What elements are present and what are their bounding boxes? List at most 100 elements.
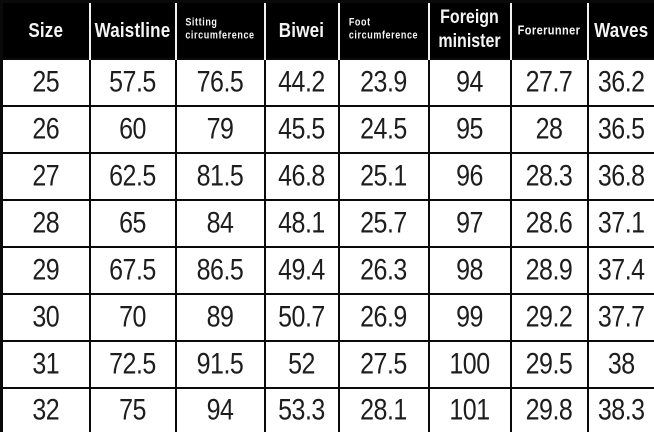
cell-value: 27.5 [360,346,407,381]
cell-value: 67.5 [109,252,156,287]
cell-value: 100 [449,346,490,381]
cell-value: 65 [119,205,146,240]
cell-waistline: 70 [88,292,177,342]
cell-value: 96 [456,158,483,193]
cell-value: 57.5 [109,64,156,99]
column-header-foot-circumference: Foot circumference [337,1,429,59]
cell-forerunner: 29.5 [509,339,589,389]
header-label: Biwei [279,18,324,44]
cell-forerunner: 28.3 [509,151,589,201]
cell-waistline: 65 [88,198,177,248]
header-label: Size [28,18,63,44]
cell-size: 32 [0,386,91,432]
table-row: 31 72.5 91.5 52 27.5 100 29.5 38 [0,339,654,389]
cell-value: 30 [32,299,60,334]
cell-waves: 37.7 [586,292,654,342]
header-line: Sitting [185,15,218,28]
cell-foot-circumference: 25.1 [337,151,430,201]
cell-waves: 37.4 [586,245,654,295]
column-header-waves: Waves [586,1,654,59]
cell-foreign-minister: 95 [427,104,512,154]
table-row: 29 67.5 86.5 49.4 26.3 98 28.9 37.4 [0,245,654,295]
cell-size: 26 [0,104,91,154]
table-row: 25 57.5 76.5 44.2 23.9 94 27.7 36.2 [0,57,654,107]
cell-value: 94 [456,64,483,99]
cell-value: 79 [206,111,234,146]
cell-foreign-minister: 97 [427,198,512,248]
cell-foreign-minister: 100 [427,339,512,389]
header-line: Waistline [94,18,171,42]
cell-foreign-minister: 99 [427,292,512,342]
cell-biwei: 46.8 [263,151,340,201]
cell-value: 70 [119,299,146,334]
cell-foot-circumference: 24.5 [337,104,430,154]
cell-waves: 37.1 [586,198,654,248]
column-header-forerunner: Forerunner [509,1,588,59]
cell-value: 36.5 [597,111,645,146]
cell-value: 46.8 [278,158,325,193]
cell-value: 95 [456,111,483,146]
cell-value: 24.5 [360,111,407,146]
cell-value: 38 [607,346,635,381]
table-row: 27 62.5 81.5 46.8 25.1 96 28.3 36.8 [0,151,654,201]
column-header-sitting-circumference: Sitting circumference [174,1,265,59]
cell-value: 37.7 [597,299,645,334]
cell-value: 86.5 [196,252,244,287]
cell-value: 101 [449,393,490,427]
cell-value: 29.2 [525,299,573,334]
cell-waves: 38.3 [586,386,654,432]
cell-foot-circumference: 26.3 [337,245,430,295]
cell-value: 26.9 [360,299,407,334]
header-label: Sitting circumference [185,16,254,43]
cell-foreign-minister: 96 [427,151,512,201]
cell-value: 37.4 [597,252,645,287]
cell-value: 50.7 [278,299,325,334]
cell-value: 84 [206,205,234,240]
cell-biwei: 52 [263,339,340,389]
cell-value: 32 [32,393,60,427]
cell-value: 28.3 [525,158,573,193]
cell-value: 94 [206,393,234,427]
cell-value: 98 [456,252,483,287]
cell-value: 28.6 [525,205,573,240]
header-line: Forerunner [517,23,581,39]
column-header-waistline: Waistline [88,1,176,59]
cell-waistline: 57.5 [88,57,177,107]
header-line: Size [28,18,64,42]
cell-forerunner: 29.8 [509,386,589,432]
cell-size: 27 [0,151,91,201]
header-line: minister [438,31,501,52]
cell-size: 30 [0,292,91,342]
cell-value: 28 [32,205,60,240]
header-row: Size Waistline Sitting circumference Biwei Fo… [1,1,654,59]
cell-forerunner: 28.6 [509,198,589,248]
cell-biwei: 53.3 [263,386,340,432]
cell-value: 23.9 [360,64,407,99]
cell-value: 45.5 [278,111,325,146]
cell-value: 26 [32,111,60,146]
cell-size: 28 [0,198,91,248]
cell-foreign-minister: 98 [427,245,512,295]
cell-value: 81.5 [196,158,244,193]
header-line: Foreign [440,7,499,28]
cell-waves: 38 [586,339,654,389]
cell-value: 44.2 [278,64,325,99]
table-header: Size Waistline Sitting circumference Biwei Fo… [1,1,654,59]
cell-value: 28.1 [360,393,407,427]
table-row: 30 70 89 50.7 26.9 99 29.2 37.7 [0,292,654,342]
cell-foot-circumference: 23.9 [337,57,430,107]
cell-biwei: 49.4 [263,245,340,295]
cell-value: 29.8 [525,393,573,427]
cell-foot-circumference: 28.1 [337,386,430,432]
header-label: Foreign minister [438,6,500,54]
cell-value: 52 [288,346,315,381]
cell-size: 25 [0,57,91,107]
cell-value: 28 [535,111,563,146]
cell-foreign-minister: 101 [427,386,512,432]
header-label: Forerunner [518,24,581,41]
cell-sitting-circumference: 79 [174,104,266,154]
cell-value: 89 [206,299,234,334]
cell-waistline: 67.5 [88,245,177,295]
table-row: 28 65 84 48.1 25.7 97 28.6 37.1 [0,198,654,248]
